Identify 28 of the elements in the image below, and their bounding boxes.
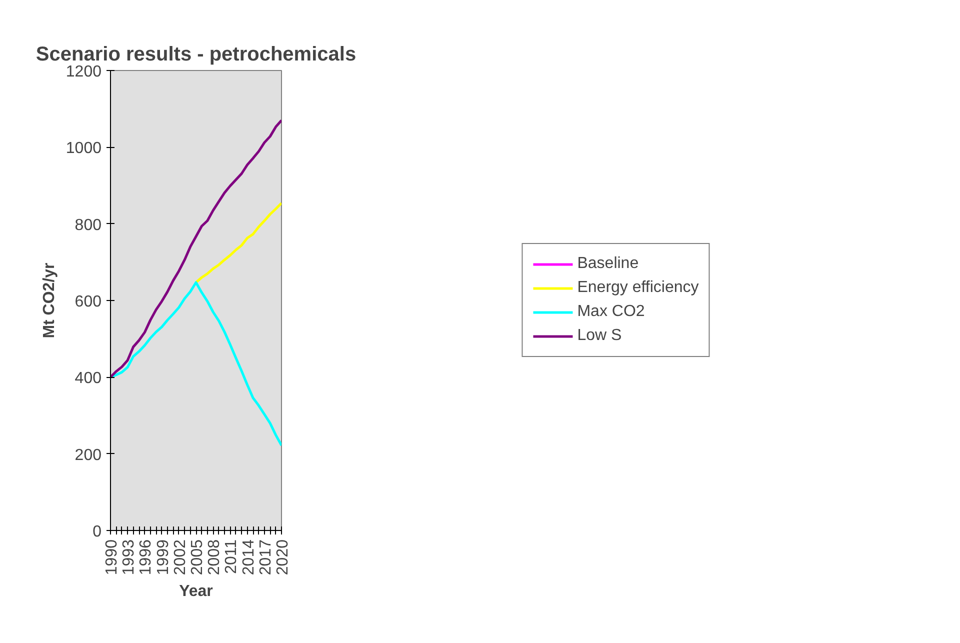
- x-tick-label: 2020: [274, 539, 292, 576]
- y-tick-label: 1200: [66, 64, 102, 80]
- x-tick-label: 2014: [240, 539, 258, 576]
- x-axis-title: Year: [179, 583, 213, 600]
- x-tick-label: 1993: [120, 539, 138, 576]
- x-tick-label: 2008: [206, 539, 224, 576]
- y-tick-label: 1000: [66, 140, 102, 158]
- x-tick-label: 2011: [223, 539, 240, 574]
- y-tick-label: 200: [74, 446, 102, 464]
- legend-label: Baseline: [577, 255, 639, 273]
- legend-label: Max CO2: [577, 303, 645, 321]
- y-tick-label: 800: [74, 216, 102, 234]
- line-series: [194, 202, 282, 284]
- y-tick-label: 400: [74, 370, 102, 388]
- y-axis-title: Mt CO2/yr: [40, 262, 58, 338]
- y-tick-label: 0: [92, 524, 102, 540]
- x-tick-label: 1999: [154, 539, 172, 576]
- y-tick-label: 600: [74, 294, 102, 310]
- legend-label: Energy efficiency: [577, 279, 699, 297]
- legend-label: Low S: [577, 327, 622, 345]
- line-series: [110, 119, 282, 378]
- x-tick-label: 2005: [189, 539, 206, 576]
- line-series: [110, 281, 282, 447]
- x-tick-label: 1990: [104, 539, 120, 576]
- x-tick-label: 2002: [172, 539, 189, 576]
- x-tick-label: 1996: [138, 539, 155, 576]
- chart-title: Scenario results - petrochemicals: [36, 44, 356, 66]
- x-tick-label: 2017: [257, 539, 274, 576]
